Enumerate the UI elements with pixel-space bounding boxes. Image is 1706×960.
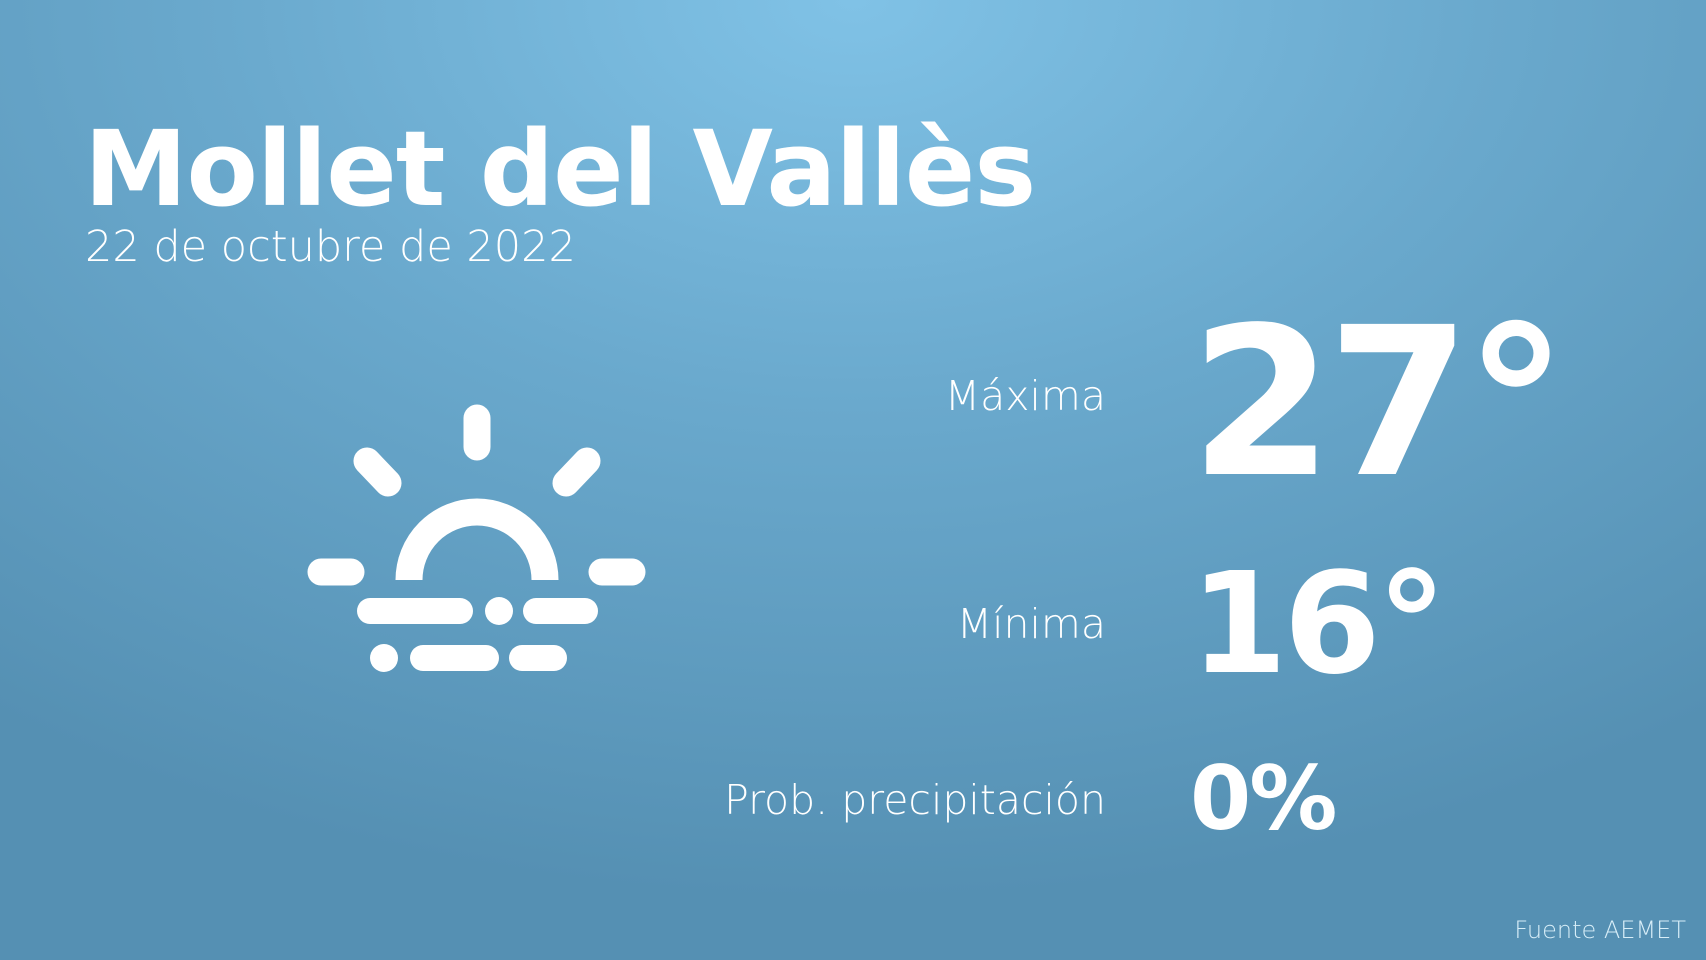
sun-arc xyxy=(395,498,559,581)
precip-prob-value: 0% xyxy=(1190,747,1337,850)
sun-ray-left xyxy=(353,447,402,497)
min-temp-label: Mínima xyxy=(956,600,1106,648)
min-temp-value: 16° xyxy=(1190,543,1447,706)
sun-ray-right xyxy=(552,447,601,497)
forecast-date: 22 de octubre de 2022 xyxy=(85,222,576,272)
precip-prob-label: Prob. precipitación xyxy=(724,776,1106,824)
max-temp-value: 27° xyxy=(1190,283,1568,523)
data-source: Fuente AEMET xyxy=(1514,916,1686,944)
city-title: Mollet del Vallès xyxy=(84,108,1036,230)
max-temp-label: Máxima xyxy=(944,372,1106,420)
